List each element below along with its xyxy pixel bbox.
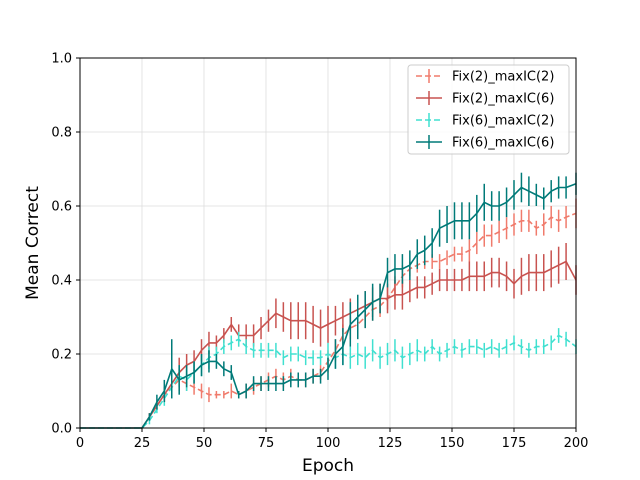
series-line — [80, 183, 577, 429]
y-tick-label: 0.6 — [51, 200, 72, 215]
y-axis-label: Mean Correct — [23, 186, 43, 300]
legend-label: Fix(6)_maxIC(6) — [452, 136, 554, 151]
y-tick-label: 0.2 — [51, 348, 72, 363]
x-tick-label: 50 — [196, 436, 213, 451]
y-tick-label: 0.4 — [51, 274, 72, 289]
x-tick-label: 25 — [134, 436, 151, 451]
series-line — [80, 334, 577, 429]
series-4 — [80, 172, 577, 429]
x-tick-label: 125 — [378, 436, 403, 451]
x-tick-label: 175 — [502, 436, 527, 451]
ticks: 0 25 50 75 100 125 150 175 200 0.0 0.2 0.4 0.6 0.8 1.0 — [51, 52, 588, 452]
y-tick-label: 0.8 — [51, 126, 72, 141]
x-axis-label: Epoch — [302, 456, 354, 476]
x-tick-label: 0 — [76, 436, 84, 451]
x-tick-label: 75 — [258, 436, 275, 451]
legend-label: Fix(6)_maxIC(2) — [452, 114, 554, 129]
legend-label: Fix(2)_maxIC(6) — [452, 92, 554, 107]
legend-label: Fix(2)_maxIC(2) — [452, 70, 554, 85]
legend-box — [407, 64, 570, 155]
series-line — [80, 212, 577, 429]
series-group — [80, 172, 577, 429]
y-tick-label: 1.0 — [51, 52, 72, 67]
legend: Fix(2)_maxIC(2) Fix(2)_maxIC(6) Fix(6)_max… — [407, 64, 570, 155]
y-tick-label: 0.0 — [51, 422, 72, 437]
series-2 — [80, 243, 577, 429]
x-tick-label: 150 — [440, 436, 465, 451]
x-tick-label: 100 — [316, 436, 341, 451]
x-tick-label: 200 — [564, 436, 589, 451]
series-line — [80, 260, 577, 429]
